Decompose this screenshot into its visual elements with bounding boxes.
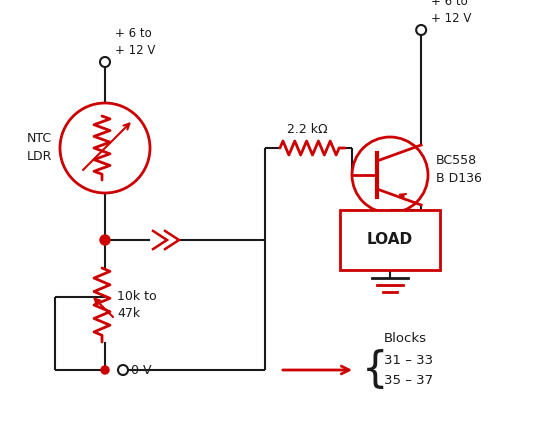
Text: {: { [362, 349, 389, 391]
Text: + 6 to
+ 12 V: + 6 to + 12 V [431, 0, 472, 25]
FancyBboxPatch shape [340, 210, 440, 270]
Circle shape [416, 25, 426, 35]
Text: + 6 to
+ 12 V: + 6 to + 12 V [115, 27, 155, 57]
Circle shape [100, 57, 110, 67]
Circle shape [101, 366, 109, 374]
Text: 2.2 kΩ: 2.2 kΩ [287, 123, 328, 136]
Circle shape [100, 235, 110, 245]
Text: NTC
LDR: NTC LDR [27, 133, 52, 163]
Text: 0 V: 0 V [131, 363, 151, 376]
Text: BC558
B D136: BC558 B D136 [436, 155, 482, 186]
Circle shape [118, 365, 128, 375]
Text: 10k to
47k: 10k to 47k [117, 290, 157, 320]
Text: LOAD: LOAD [367, 232, 413, 248]
Text: Blocks
31 – 33
35 – 37: Blocks 31 – 33 35 – 37 [384, 333, 433, 387]
